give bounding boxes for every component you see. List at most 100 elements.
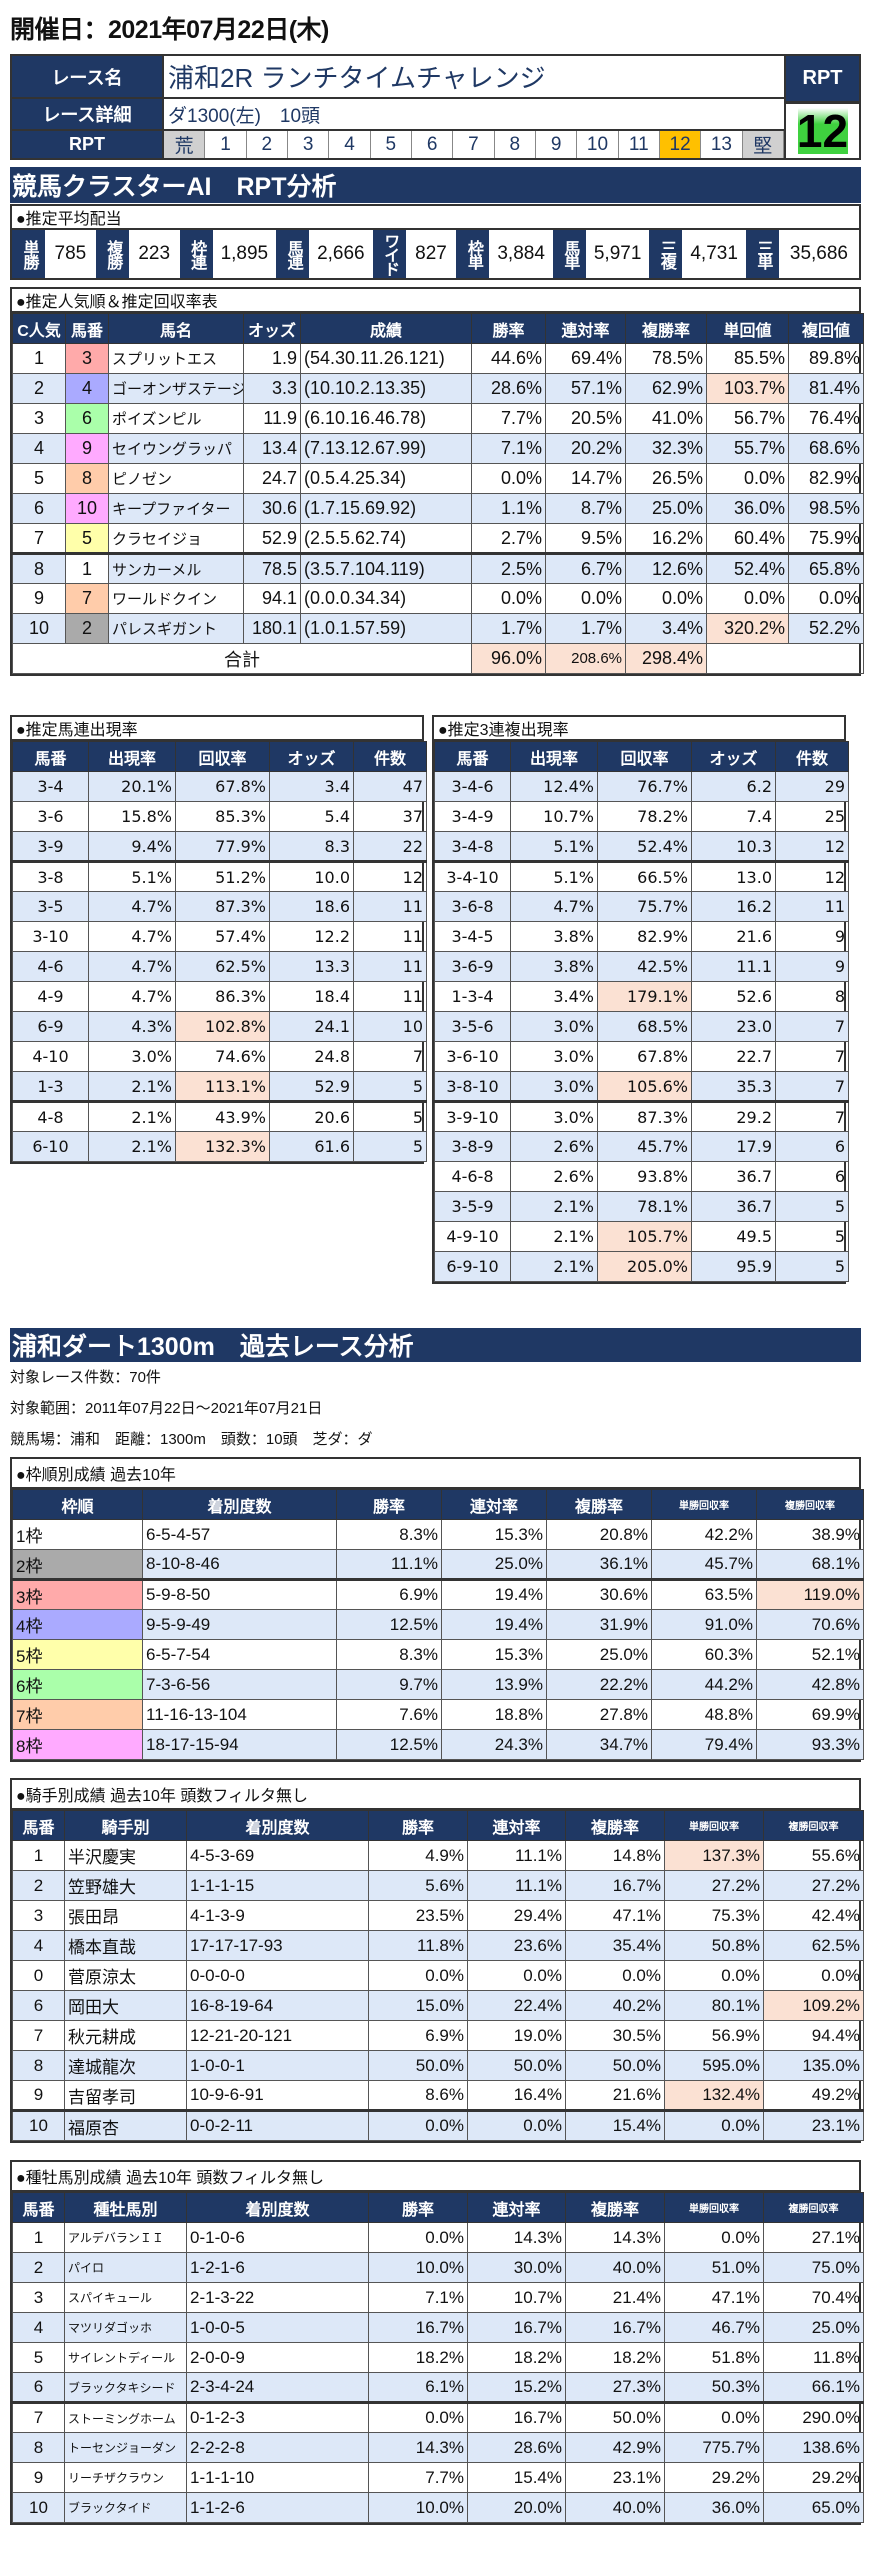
table-cell: 20.0% <box>467 2492 566 2523</box>
column-header: 回収率 <box>175 741 270 772</box>
horse-number: 4 <box>65 373 109 404</box>
table-cell: 43.9% <box>175 1100 270 1132</box>
frame-panel: ●枠順別成績 過去10年 枠順 着別度数 勝率 連対率 複勝率 単勝回収率 複勝回収率 1枠 6… <box>10 1457 864 1762</box>
table-cell: 52.6 <box>691 981 776 1012</box>
column-header: 勝率 <box>336 1489 442 1520</box>
table-row: 3-5-9 2.1% 78.1% 36.7 5 <box>434 1191 849 1222</box>
table-cell: 105.7% <box>597 1221 692 1252</box>
table-cell: 30.6% <box>546 1578 652 1610</box>
table-cell: 15.8% <box>88 801 176 832</box>
column-header: 連対率 <box>441 1489 547 1520</box>
payout-value: 3,884 <box>497 243 545 264</box>
table-cell: 3-5-6 <box>434 1011 511 1042</box>
table-cell: 6-5-7-54 <box>142 1639 337 1670</box>
table-cell: 52.1% <box>756 1639 864 1670</box>
table-cell: 51.2% <box>175 860 270 892</box>
odds: 52.9 <box>243 523 301 554</box>
table-cell: 2-0-0-9 <box>186 2342 369 2373</box>
table-cell: 2枠 <box>12 1549 143 1580</box>
table-cell: 23.1% <box>763 2109 864 2141</box>
table-row: 3-6-10 3.0% 67.8% 22.7 7 <box>434 1041 849 1072</box>
table-cell: 51.8% <box>664 2342 764 2373</box>
table-row: 3-4-9 10.7% 78.2% 7.4 25 <box>434 801 849 832</box>
table-cell: 8.3% <box>336 1639 442 1670</box>
table-row: 4 橋本直哉 17-17-17-93 11.8% 23.6% 35.4% 50.8% 62.5… <box>12 1930 864 1961</box>
horse-name: パレスギガント <box>108 613 244 644</box>
column-header: 枠順 <box>12 1489 143 1520</box>
odds: 3.3 <box>243 373 301 404</box>
odds: 13.4 <box>243 433 301 464</box>
table-cell: 16.7% <box>467 2401 566 2433</box>
table-cell: 6-5-4-57 <box>142 1519 337 1550</box>
place-return: 81.4% <box>788 373 864 404</box>
column-header: 馬番 <box>12 741 89 772</box>
table-cell: 15.0% <box>368 1990 468 2021</box>
table-cell: 1 <box>12 2222 65 2253</box>
table-cell: 27.3% <box>565 2372 665 2403</box>
table-cell: 3.4% <box>510 981 598 1012</box>
payout-type-label: ワイド <box>372 230 406 278</box>
past-range: 対象範囲：2011年07月22日～2021年07月21日 <box>10 1400 323 1417</box>
table-cell: 4-9-10 <box>434 1221 511 1252</box>
place-return: 75.9% <box>788 523 864 554</box>
table-cell: ストーミングホーム <box>64 2401 187 2433</box>
table-row: 3-4 20.1% 67.8% 3.4 47 <box>12 771 427 802</box>
record: (0.0.0.34.34) <box>300 583 472 614</box>
table-cell: 5 <box>353 1131 427 1162</box>
table-cell: 12 <box>775 831 849 862</box>
rpt-scale-cell: 12 <box>659 131 702 158</box>
popularity-rank: 4 <box>12 433 66 464</box>
total-place: 298.4% <box>625 643 707 674</box>
odds: 1.9 <box>243 343 301 374</box>
rpt-scale-cell: 3 <box>288 131 330 158</box>
table-cell: 42.5% <box>597 951 692 982</box>
place-rate: 16.2% <box>625 523 707 554</box>
table-cell: 3 <box>12 1900 65 1931</box>
column-header: 複勝回収率 <box>756 1489 864 1520</box>
trio-label: ●推定3連複出現率 <box>434 717 844 741</box>
payout-value: 2,666 <box>317 243 365 264</box>
umaren-label: ●推定馬連出現率 <box>12 717 422 741</box>
horse-number: 1 <box>65 552 109 584</box>
table-cell: 132.4% <box>664 2080 764 2111</box>
table-row: 10 福原杏 0-0-2-11 0.0% 0.0% 15.4% 0.0% 23.1% <box>12 2109 864 2141</box>
place-return: 0.0% <box>788 583 864 614</box>
rpt-scale-cell: 7 <box>453 131 495 158</box>
table-cell: 595.0% <box>664 2050 764 2081</box>
table-cell: 36.1% <box>546 1549 652 1580</box>
table-cell: スパイキュール <box>64 2282 187 2313</box>
table-cell: 23.5% <box>368 1900 468 1931</box>
table-cell: 4.9% <box>368 1840 468 1871</box>
table-cell: 38.9% <box>756 1519 864 1550</box>
horse-name: スプリットエス <box>108 343 244 374</box>
table-cell: 5.4 <box>269 801 354 832</box>
table-cell: 4-6-8 <box>434 1161 511 1192</box>
table-cell: 3-4-8 <box>434 831 511 862</box>
horse-name: クラセイジョ <box>108 523 244 554</box>
table-cell: 4 <box>12 2312 65 2343</box>
table-cell: 笠野雄大 <box>64 1870 187 1901</box>
table-row: 1 3 スプリットエス 1.9 (54.30.11.26.121) 44.6% 69.4% 7… <box>12 343 864 374</box>
payout-value: 785 <box>54 243 87 264</box>
table-cell: 67.8% <box>597 1041 692 1072</box>
table-cell: 6-10 <box>12 1131 89 1162</box>
column-header: 馬番 <box>12 1810 65 1841</box>
table-cell: 29.4% <box>467 1900 566 1931</box>
table-cell: 1-2-1-6 <box>186 2252 369 2283</box>
table-cell: 113.1% <box>175 1071 270 1102</box>
table-cell: 3-5 <box>12 891 89 922</box>
column-header: 成績 <box>300 313 472 344</box>
table-cell: 78.1% <box>597 1191 692 1222</box>
table-row: 3-4-6 12.4% 76.7% 6.2 29 <box>434 771 849 802</box>
table-row: 7 秋元耕成 12-21-20-121 6.9% 19.0% 30.5% 56.9% 94.4… <box>12 2020 864 2051</box>
table-cell: 2-2-2-8 <box>186 2432 369 2463</box>
table-cell: 1-1-1-15 <box>186 1870 369 1901</box>
table-cell: 22 <box>353 831 427 862</box>
race-name-label: レース名 <box>12 56 164 98</box>
table-cell: 2.1% <box>510 1221 598 1252</box>
table-cell: 42.9% <box>565 2432 665 2463</box>
table-cell: 10 <box>12 2109 65 2141</box>
column-header: 複勝率 <box>565 1810 665 1841</box>
table-cell: 10.0% <box>368 2252 468 2283</box>
horse-number: 7 <box>65 583 109 614</box>
